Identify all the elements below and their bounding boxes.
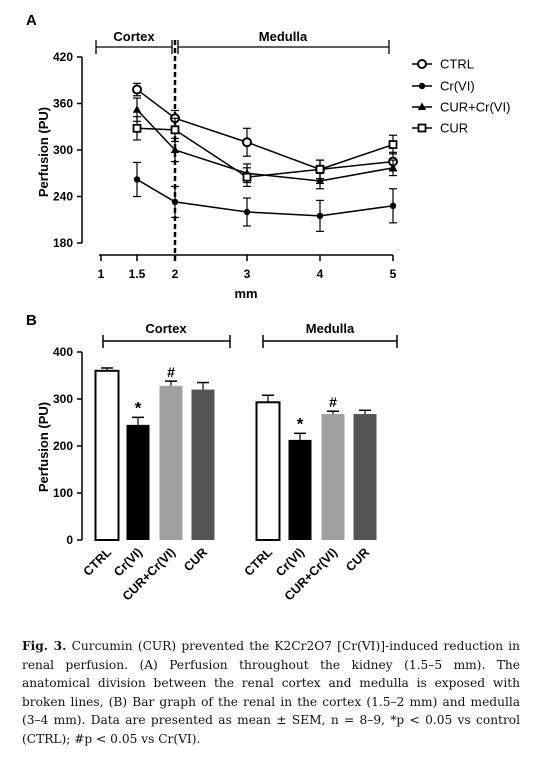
data-point <box>242 137 252 148</box>
bar <box>255 401 281 542</box>
y-tick-label: 420 <box>53 50 73 64</box>
medulla-bracket <box>177 40 390 54</box>
bar-cortex-bracket <box>102 335 231 348</box>
data-point <box>170 145 180 153</box>
legend-item: CUR+Cr(VI) <box>412 100 510 115</box>
caption-label: Fig. 3. <box>22 639 67 653</box>
series-cr-vi- <box>133 161 397 232</box>
x-tick-label: 4 <box>317 267 324 281</box>
figure-caption: Fig. 3. Curcumin (CUR) prevented the K2C… <box>22 637 520 749</box>
data-point <box>315 176 325 184</box>
bar-category-label: CTRL <box>81 545 115 579</box>
bar-chart: Perfusion (PU) 0 100 200 300 400 Cortex Medu… <box>36 321 398 604</box>
medulla-region-label: Medulla <box>259 29 308 44</box>
bar-cortex-label: Cortex <box>145 321 187 336</box>
series-cur <box>132 116 398 188</box>
x-tick-label: 1.5 <box>129 267 146 281</box>
significance-mark: * <box>135 398 142 417</box>
cortex-bracket <box>95 40 173 54</box>
bar <box>94 369 120 541</box>
significance-mark: # <box>329 394 337 410</box>
data-point <box>389 202 397 209</box>
bar-category-label: CUR <box>181 545 210 574</box>
panel-b-label: B <box>26 312 37 329</box>
data-point <box>315 164 325 174</box>
bar-medulla-ctrl: CTRL <box>242 394 281 579</box>
bar-medulla-bracket <box>262 335 398 348</box>
data-point <box>132 105 142 113</box>
x-tick-label: 1 <box>98 267 105 281</box>
data-point <box>171 198 179 206</box>
significance-mark: # <box>167 364 175 380</box>
panel-a-label: A <box>26 12 37 29</box>
line-chart: Cortex Medulla Perfusion (PU) mm 180 240 3… <box>36 29 510 301</box>
bar <box>159 385 183 540</box>
data-point <box>242 172 252 182</box>
legend-marker <box>417 123 427 133</box>
bar-y-axis-label: Perfusion (PU) <box>36 402 51 492</box>
bar-category-label: CUR <box>343 545 372 574</box>
legend-marker <box>417 59 427 69</box>
data-point <box>388 140 398 149</box>
significance-mark: * <box>297 414 304 433</box>
data-point <box>132 84 142 95</box>
cortex-region-label: Cortex <box>113 29 155 44</box>
y-axis-label: Perfusion (PU) <box>36 107 51 197</box>
caption-text: Curcumin (CUR) prevented the K2Cr2O7 [Cr… <box>22 639 521 746</box>
bar <box>288 439 312 540</box>
data-point <box>132 123 142 133</box>
x-tick-label: 2 <box>172 267 179 281</box>
data-point <box>316 212 324 220</box>
legend-label: CUR+Cr(VI) <box>440 100 510 115</box>
legend-label: CUR <box>440 121 468 136</box>
data-point <box>170 125 180 135</box>
bar-y-tick-label: 400 <box>53 345 73 359</box>
y-tick-label: 360 <box>53 97 73 111</box>
data-point <box>388 163 398 171</box>
bar-category-label: CTRL <box>242 545 276 579</box>
legend-marker <box>418 82 426 90</box>
figure: A B Cortex Medulla Perfusion (PU) mm 180… <box>26 12 510 604</box>
bar-y-tick-label: 100 <box>53 486 73 500</box>
x-tick-label: 5 <box>390 267 397 281</box>
bar <box>353 414 377 540</box>
bar-y-tick-label: 200 <box>53 439 73 453</box>
bar-y-tick-label: 0 <box>66 533 73 547</box>
y-tick-label: 240 <box>53 190 73 204</box>
bar-cortex-cur: CUR <box>181 381 215 574</box>
x-axis-label: mm <box>234 286 257 301</box>
bar-medulla-label: Medulla <box>306 321 355 336</box>
bar <box>191 389 215 540</box>
bar-y-tick-label: 300 <box>53 392 73 406</box>
legend-label: Cr(VI) <box>440 79 475 94</box>
legend-item: CUR <box>412 121 468 136</box>
data-point <box>133 176 141 183</box>
legend-marker <box>417 102 427 110</box>
y-tick-label: 300 <box>53 143 73 157</box>
x-tick-label: 3 <box>244 267 251 281</box>
bar-medulla-cur: CUR <box>343 409 377 574</box>
bar <box>321 414 345 540</box>
legend-item: Cr(VI) <box>412 79 475 94</box>
bar <box>126 424 150 540</box>
y-tick-label: 180 <box>53 236 73 250</box>
legend-label: CTRL <box>440 57 474 72</box>
data-point <box>243 208 251 216</box>
bar-cortex-ctrl: CTRL <box>81 367 120 579</box>
legend-item: CTRL <box>412 57 474 72</box>
